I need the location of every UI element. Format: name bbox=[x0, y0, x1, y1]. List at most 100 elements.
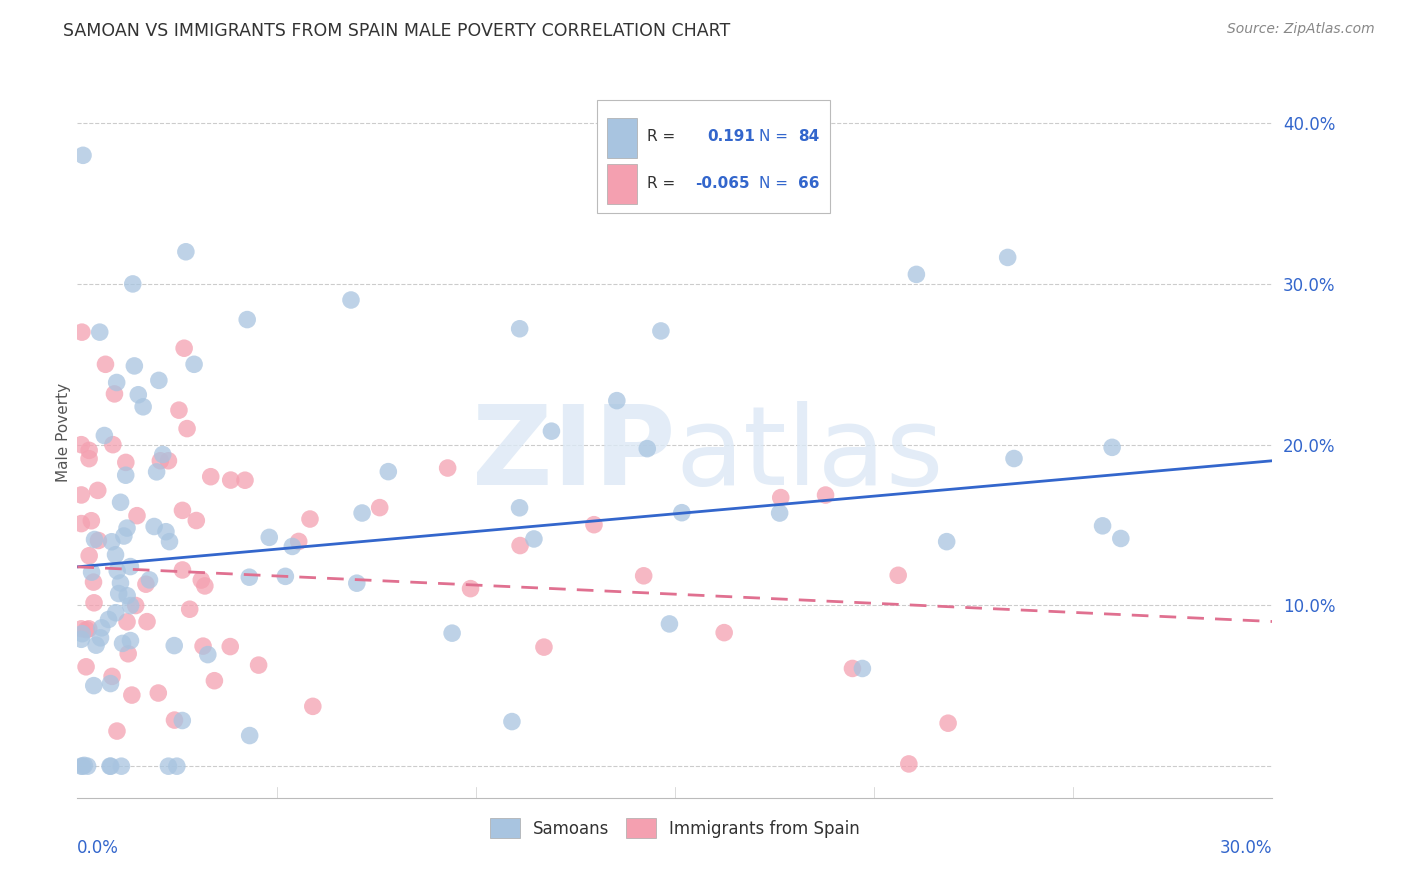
Y-axis label: Male Poverty: Male Poverty bbox=[56, 383, 70, 483]
Text: 0.191: 0.191 bbox=[707, 128, 755, 144]
Point bbox=[905, 268, 928, 282]
Point bbox=[77, 451, 100, 466]
Point bbox=[114, 455, 136, 469]
Point bbox=[145, 465, 167, 479]
Point bbox=[841, 661, 863, 675]
Point bbox=[101, 438, 124, 452]
Point bbox=[75, 660, 97, 674]
Point bbox=[77, 622, 100, 636]
Text: 0.0%: 0.0% bbox=[77, 838, 120, 856]
Point bbox=[533, 640, 555, 654]
Point bbox=[83, 596, 105, 610]
Point bbox=[166, 759, 188, 773]
Point bbox=[83, 575, 105, 590]
Point bbox=[115, 615, 138, 629]
Point bbox=[70, 759, 93, 773]
Point bbox=[70, 516, 93, 531]
Point bbox=[87, 533, 110, 548]
Point bbox=[172, 503, 194, 517]
Point bbox=[239, 729, 262, 743]
Point bbox=[100, 676, 122, 690]
Point bbox=[121, 688, 143, 702]
Point bbox=[1002, 451, 1025, 466]
Point bbox=[93, 428, 115, 442]
Point bbox=[441, 626, 464, 640]
Point bbox=[509, 500, 531, 515]
Point bbox=[238, 570, 260, 584]
Point bbox=[105, 724, 128, 739]
Point bbox=[127, 388, 149, 402]
Text: 66: 66 bbox=[799, 177, 820, 192]
Point bbox=[186, 514, 208, 528]
Point bbox=[582, 517, 605, 532]
Point bbox=[70, 632, 93, 647]
Point bbox=[124, 359, 146, 373]
Point bbox=[114, 468, 136, 483]
Point bbox=[713, 625, 735, 640]
Point bbox=[90, 621, 112, 635]
Point bbox=[120, 559, 142, 574]
Point bbox=[152, 448, 174, 462]
Point bbox=[501, 714, 523, 729]
Point bbox=[111, 636, 134, 650]
Point bbox=[172, 714, 194, 728]
Point bbox=[115, 589, 138, 603]
Point bbox=[136, 615, 159, 629]
Point bbox=[935, 534, 957, 549]
Point bbox=[936, 716, 959, 731]
Point bbox=[174, 244, 197, 259]
Point bbox=[70, 325, 93, 339]
Text: Source: ZipAtlas.com: Source: ZipAtlas.com bbox=[1227, 22, 1375, 37]
FancyBboxPatch shape bbox=[598, 100, 831, 213]
Point bbox=[658, 616, 681, 631]
Point bbox=[98, 759, 121, 773]
Point bbox=[76, 759, 98, 773]
Point bbox=[157, 454, 180, 468]
Point bbox=[83, 533, 105, 547]
Point bbox=[897, 756, 920, 771]
Point bbox=[377, 465, 399, 479]
Point bbox=[72, 148, 94, 162]
Point bbox=[157, 759, 180, 773]
Point bbox=[814, 488, 837, 502]
Point bbox=[219, 640, 242, 654]
Point bbox=[70, 626, 93, 640]
Point bbox=[80, 514, 103, 528]
Point bbox=[281, 540, 304, 554]
Point bbox=[89, 631, 111, 645]
Point bbox=[84, 638, 107, 652]
Point bbox=[70, 438, 93, 452]
Point bbox=[77, 549, 100, 563]
Point bbox=[104, 606, 127, 620]
Point bbox=[73, 758, 96, 772]
Point bbox=[769, 491, 792, 505]
Point bbox=[87, 483, 110, 498]
Point bbox=[163, 639, 186, 653]
Point bbox=[190, 573, 212, 587]
Point bbox=[769, 506, 792, 520]
Point bbox=[606, 393, 628, 408]
Point bbox=[197, 648, 219, 662]
Point bbox=[167, 403, 190, 417]
Point bbox=[148, 686, 170, 700]
Point bbox=[103, 387, 125, 401]
Point bbox=[125, 508, 148, 523]
Point bbox=[298, 512, 321, 526]
Point bbox=[340, 293, 363, 307]
Point bbox=[94, 357, 117, 371]
Point bbox=[352, 506, 374, 520]
Point bbox=[100, 534, 122, 549]
Point bbox=[236, 312, 259, 326]
Point bbox=[89, 325, 111, 339]
Point bbox=[1109, 532, 1132, 546]
Point bbox=[110, 759, 132, 773]
Point bbox=[650, 324, 672, 338]
Point bbox=[202, 673, 225, 688]
Text: 84: 84 bbox=[799, 128, 820, 144]
Point bbox=[75, 623, 97, 637]
Point bbox=[368, 500, 391, 515]
Point bbox=[460, 582, 482, 596]
Point bbox=[138, 573, 160, 587]
Bar bbox=[607, 118, 637, 159]
Point bbox=[191, 639, 214, 653]
